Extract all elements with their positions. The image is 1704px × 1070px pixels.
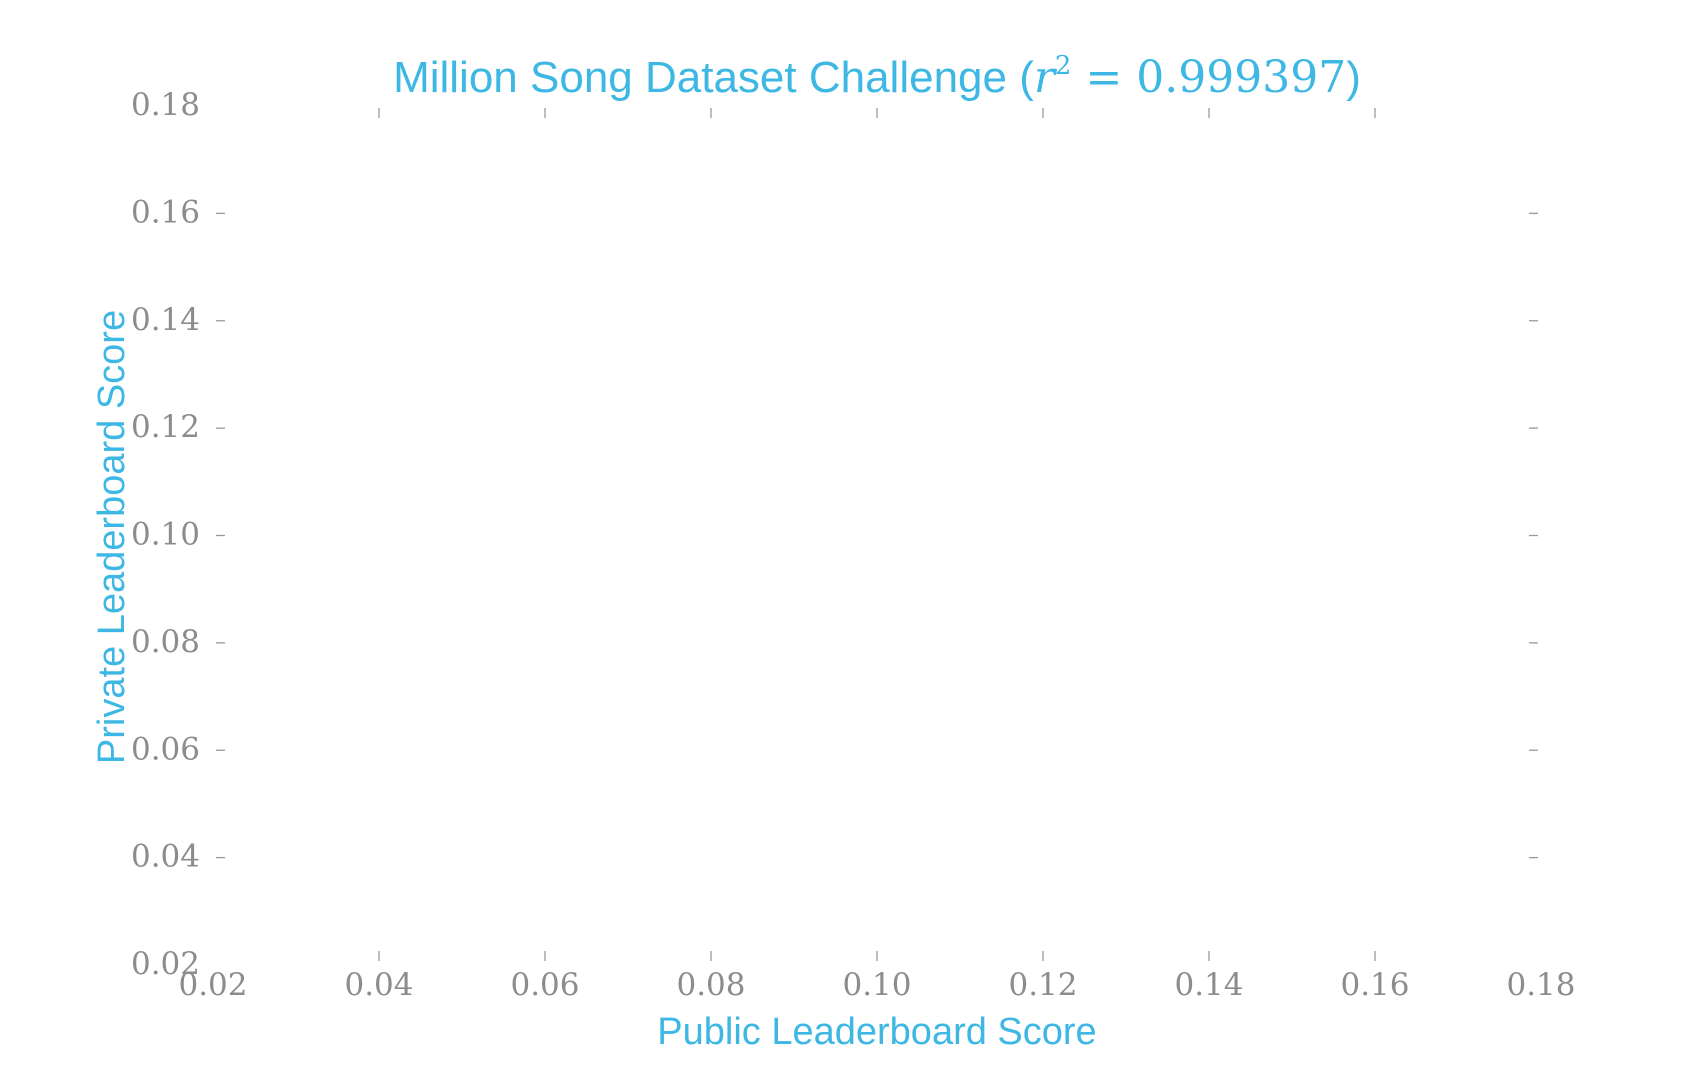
y-tick-label: 0.12 bbox=[131, 409, 200, 445]
y-axis-ticks: 0.02 0.04 0.06 0.08 0.10 0.12 0.14 0.16 0.18 bbox=[131, 87, 1538, 982]
x-tick-label: 0.02 bbox=[178, 967, 247, 1003]
y-tick-label: 0.14 bbox=[131, 302, 200, 338]
chart-title: Million Song Dataset Challenge (r2 = 0.9… bbox=[393, 51, 1361, 103]
chart-title-equation: = 0.999397 bbox=[1071, 52, 1346, 103]
x-tick-label: 0.18 bbox=[1506, 967, 1575, 1003]
x-tick-label: 0.06 bbox=[510, 967, 579, 1003]
chart-title-close-paren: ) bbox=[1346, 53, 1361, 102]
x-tick-label: 0.10 bbox=[842, 967, 911, 1003]
x-tick-label: 0.04 bbox=[344, 967, 413, 1003]
y-tick-label: 0.06 bbox=[131, 731, 200, 767]
x-tick-label: 0.14 bbox=[1174, 967, 1243, 1003]
y-tick-label: 0.18 bbox=[131, 87, 200, 123]
chart-title-text: Million Song Dataset Challenge bbox=[393, 53, 1019, 102]
x-tick-label: 0.12 bbox=[1008, 967, 1077, 1003]
y-tick-label: 0.08 bbox=[131, 624, 200, 660]
x-tick-label: 0.16 bbox=[1340, 967, 1409, 1003]
y-tick-label: 0.02 bbox=[131, 946, 200, 982]
x-axis-label: Public Leaderboard Score bbox=[657, 1011, 1096, 1053]
chart-title-superscript: 2 bbox=[1055, 51, 1072, 81]
chart-title-r-variable: r bbox=[1034, 52, 1058, 103]
x-axis-ticks: 0.02 0.04 0.06 0.08 0.10 0.12 0.14 0.16 0.18 bbox=[178, 108, 1576, 1003]
y-tick-label: 0.10 bbox=[131, 517, 200, 553]
chart-title-open-paren: ( bbox=[1019, 53, 1034, 102]
y-axis-label: Private Leaderboard Score bbox=[91, 310, 133, 764]
y-tick-label: 0.16 bbox=[131, 194, 200, 230]
x-tick-label: 0.08 bbox=[676, 967, 745, 1003]
y-tick-label: 0.04 bbox=[131, 839, 200, 875]
